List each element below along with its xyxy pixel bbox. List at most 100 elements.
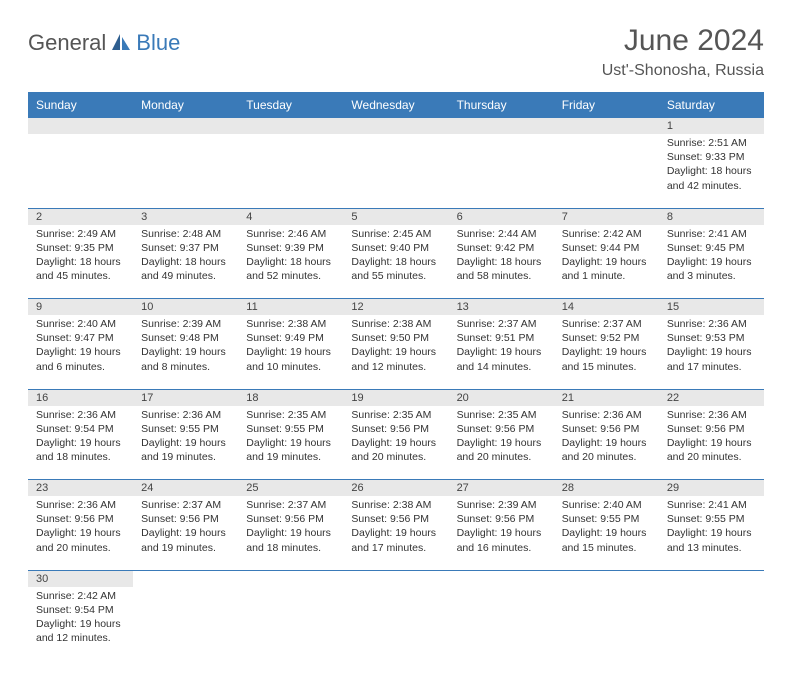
day-number-cell: 23 — [28, 480, 133, 497]
day-number-row: 9101112131415 — [28, 299, 764, 316]
day-details: Sunrise: 2:40 AMSunset: 9:47 PMDaylight:… — [28, 315, 133, 378]
day-number-cell: 29 — [659, 480, 764, 497]
day-content-cell: Sunrise: 2:41 AMSunset: 9:55 PMDaylight:… — [659, 496, 764, 570]
day-content-cell: Sunrise: 2:38 AMSunset: 9:56 PMDaylight:… — [343, 496, 448, 570]
day-number-cell — [133, 118, 238, 134]
day-content-cell: Sunrise: 2:37 AMSunset: 9:56 PMDaylight:… — [238, 496, 343, 570]
day-details: Sunrise: 2:38 AMSunset: 9:49 PMDaylight:… — [238, 315, 343, 378]
day-content-cell: Sunrise: 2:35 AMSunset: 9:56 PMDaylight:… — [449, 406, 554, 480]
day-number-row: 16171819202122 — [28, 389, 764, 406]
day-details: Sunrise: 2:42 AMSunset: 9:54 PMDaylight:… — [28, 587, 133, 650]
day-number-cell: 2 — [28, 208, 133, 225]
day-content-cell: Sunrise: 2:36 AMSunset: 9:54 PMDaylight:… — [28, 406, 133, 480]
day-number-cell: 28 — [554, 480, 659, 497]
title-block: June 2024 Ust'-Shonosha, Russia — [602, 24, 764, 80]
day-content-cell: Sunrise: 2:37 AMSunset: 9:56 PMDaylight:… — [133, 496, 238, 570]
weekday-header: Monday — [133, 92, 238, 118]
day-number-cell: 5 — [343, 208, 448, 225]
day-number-cell — [449, 570, 554, 587]
day-details: Sunrise: 2:37 AMSunset: 9:56 PMDaylight:… — [133, 496, 238, 559]
day-details: Sunrise: 2:36 AMSunset: 9:54 PMDaylight:… — [28, 406, 133, 469]
logo-text-blue: Blue — [136, 30, 180, 56]
day-content-cell: Sunrise: 2:45 AMSunset: 9:40 PMDaylight:… — [343, 225, 448, 299]
day-number-row: 1 — [28, 118, 764, 134]
header: General Blue June 2024 Ust'-Shonosha, Ru… — [28, 24, 764, 80]
day-details: Sunrise: 2:36 AMSunset: 9:56 PMDaylight:… — [554, 406, 659, 469]
calendar-table: Sunday Monday Tuesday Wednesday Thursday… — [28, 92, 764, 661]
day-content-cell: Sunrise: 2:40 AMSunset: 9:55 PMDaylight:… — [554, 496, 659, 570]
day-content-cell: Sunrise: 2:39 AMSunset: 9:56 PMDaylight:… — [449, 496, 554, 570]
day-number-cell: 20 — [449, 389, 554, 406]
day-number-cell: 4 — [238, 208, 343, 225]
day-details: Sunrise: 2:45 AMSunset: 9:40 PMDaylight:… — [343, 225, 448, 288]
day-content-cell: Sunrise: 2:39 AMSunset: 9:48 PMDaylight:… — [133, 315, 238, 389]
day-number-cell: 12 — [343, 299, 448, 316]
day-content-cell: Sunrise: 2:36 AMSunset: 9:55 PMDaylight:… — [133, 406, 238, 480]
day-number-cell: 18 — [238, 389, 343, 406]
weekday-header: Friday — [554, 92, 659, 118]
day-content-row: Sunrise: 2:49 AMSunset: 9:35 PMDaylight:… — [28, 225, 764, 299]
sail-icon — [110, 32, 132, 55]
day-number-cell: 15 — [659, 299, 764, 316]
day-details: Sunrise: 2:48 AMSunset: 9:37 PMDaylight:… — [133, 225, 238, 288]
day-content-cell: Sunrise: 2:46 AMSunset: 9:39 PMDaylight:… — [238, 225, 343, 299]
day-content-cell: Sunrise: 2:36 AMSunset: 9:56 PMDaylight:… — [28, 496, 133, 570]
day-number-cell: 19 — [343, 389, 448, 406]
day-content-cell — [133, 587, 238, 661]
day-number-cell: 25 — [238, 480, 343, 497]
day-details: Sunrise: 2:39 AMSunset: 9:56 PMDaylight:… — [449, 496, 554, 559]
day-content-cell: Sunrise: 2:42 AMSunset: 9:54 PMDaylight:… — [28, 587, 133, 661]
day-number-cell — [343, 570, 448, 587]
day-number-cell — [449, 118, 554, 134]
day-content-cell — [449, 587, 554, 661]
weekday-header: Saturday — [659, 92, 764, 118]
day-details: Sunrise: 2:35 AMSunset: 9:55 PMDaylight:… — [238, 406, 343, 469]
day-content-cell — [343, 134, 448, 208]
day-number-cell — [238, 118, 343, 134]
day-content-cell: Sunrise: 2:41 AMSunset: 9:45 PMDaylight:… — [659, 225, 764, 299]
day-details: Sunrise: 2:42 AMSunset: 9:44 PMDaylight:… — [554, 225, 659, 288]
day-details: Sunrise: 2:35 AMSunset: 9:56 PMDaylight:… — [343, 406, 448, 469]
day-number-cell: 27 — [449, 480, 554, 497]
day-details: Sunrise: 2:39 AMSunset: 9:48 PMDaylight:… — [133, 315, 238, 378]
day-number-cell: 17 — [133, 389, 238, 406]
day-content-cell: Sunrise: 2:49 AMSunset: 9:35 PMDaylight:… — [28, 225, 133, 299]
day-number-cell: 1 — [659, 118, 764, 134]
month-title: June 2024 — [602, 24, 764, 58]
day-content-row: Sunrise: 2:36 AMSunset: 9:56 PMDaylight:… — [28, 496, 764, 570]
day-content-cell: Sunrise: 2:51 AMSunset: 9:33 PMDaylight:… — [659, 134, 764, 208]
day-details: Sunrise: 2:41 AMSunset: 9:55 PMDaylight:… — [659, 496, 764, 559]
day-content-cell — [343, 587, 448, 661]
day-content-cell: Sunrise: 2:35 AMSunset: 9:56 PMDaylight:… — [343, 406, 448, 480]
day-number-cell: 7 — [554, 208, 659, 225]
day-details: Sunrise: 2:37 AMSunset: 9:51 PMDaylight:… — [449, 315, 554, 378]
day-content-cell — [449, 134, 554, 208]
day-content-cell — [238, 587, 343, 661]
day-number-cell: 13 — [449, 299, 554, 316]
day-content-cell: Sunrise: 2:36 AMSunset: 9:53 PMDaylight:… — [659, 315, 764, 389]
day-number-cell — [659, 570, 764, 587]
day-number-cell: 30 — [28, 570, 133, 587]
day-number-cell — [343, 118, 448, 134]
day-content-row: Sunrise: 2:42 AMSunset: 9:54 PMDaylight:… — [28, 587, 764, 661]
day-number-cell: 16 — [28, 389, 133, 406]
day-details: Sunrise: 2:40 AMSunset: 9:55 PMDaylight:… — [554, 496, 659, 559]
day-number-cell — [554, 118, 659, 134]
day-content-cell — [238, 134, 343, 208]
weekday-header: Thursday — [449, 92, 554, 118]
day-content-cell: Sunrise: 2:48 AMSunset: 9:37 PMDaylight:… — [133, 225, 238, 299]
day-number-cell: 26 — [343, 480, 448, 497]
day-number-cell: 24 — [133, 480, 238, 497]
day-content-cell — [554, 134, 659, 208]
day-number-cell: 14 — [554, 299, 659, 316]
day-number-row: 23242526272829 — [28, 480, 764, 497]
day-content-row: Sunrise: 2:51 AMSunset: 9:33 PMDaylight:… — [28, 134, 764, 208]
day-number-cell — [28, 118, 133, 134]
day-content-cell: Sunrise: 2:36 AMSunset: 9:56 PMDaylight:… — [554, 406, 659, 480]
day-number-cell: 8 — [659, 208, 764, 225]
weekday-header-row: Sunday Monday Tuesday Wednesday Thursday… — [28, 92, 764, 118]
logo-text-general: General — [28, 30, 106, 56]
day-number-cell: 10 — [133, 299, 238, 316]
location: Ust'-Shonosha, Russia — [602, 62, 764, 80]
day-details: Sunrise: 2:46 AMSunset: 9:39 PMDaylight:… — [238, 225, 343, 288]
